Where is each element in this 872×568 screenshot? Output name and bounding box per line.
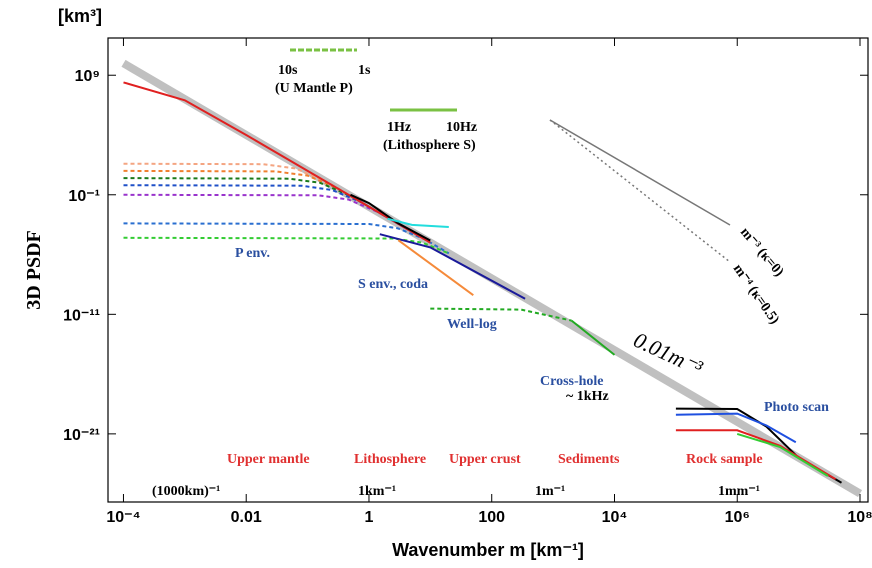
- unit-label: [km³]: [58, 6, 102, 26]
- annotation: Upper crust: [449, 452, 521, 467]
- y-axis-label: 3D PSDF: [23, 230, 45, 309]
- series-line: [736, 432, 829, 477]
- series-line: [675, 412, 797, 444]
- series-line: [123, 162, 399, 225]
- y-tick-label: 10⁹: [75, 68, 100, 85]
- series-line: [123, 236, 450, 255]
- annotation: Well-log: [447, 317, 497, 332]
- annotation: 1km⁻¹: [358, 484, 396, 499]
- series-line: [570, 319, 616, 356]
- y-tick-label: 10⁻²¹: [63, 427, 100, 444]
- series-line: [350, 193, 431, 242]
- x-axis-label: Wavenumber m [km⁻¹]: [392, 540, 584, 560]
- series-line: [123, 81, 431, 244]
- series-line: [397, 239, 474, 297]
- annotation: 1m⁻¹: [535, 484, 565, 499]
- series-line: [123, 193, 431, 244]
- annotation: 1Hz: [387, 120, 411, 135]
- x-tick-label: 10⁸: [847, 509, 872, 526]
- annotation: 10s: [278, 63, 298, 78]
- x-tick-label: 0.01: [231, 509, 262, 526]
- slope-guide: [549, 119, 731, 263]
- annotation: Photo scan: [764, 400, 829, 415]
- annotation: P env.: [235, 246, 270, 261]
- x-tick-label: 1: [365, 509, 374, 526]
- plot-frame: [107, 37, 869, 503]
- y-tick-label: 10⁻¹: [68, 188, 100, 205]
- series-line: [430, 307, 572, 322]
- annotation: ~ 1kHz: [566, 389, 609, 404]
- annotation: Upper mantle: [227, 452, 310, 467]
- annotation: S env., coda: [358, 277, 428, 292]
- annotation: 1mm⁻¹: [718, 484, 760, 499]
- slope-guide: [549, 119, 731, 226]
- annotation: 10Hz: [446, 120, 477, 135]
- annotation: (1000km)⁻¹: [152, 484, 220, 499]
- x-tick-label: 10⁴: [602, 509, 628, 526]
- x-tick-label: 10⁻⁴: [106, 509, 140, 526]
- x-tick-label: 100: [478, 509, 505, 526]
- annotation: 1s: [358, 63, 371, 78]
- annotation: 0.01m⁻³: [630, 327, 707, 381]
- annotation: Rock sample: [686, 452, 763, 467]
- annotation: Cross-hole: [540, 374, 604, 389]
- series-line: [379, 233, 526, 300]
- annotation: Sediments: [558, 452, 620, 467]
- series-line: [387, 217, 449, 228]
- annotation: (Lithosphere S): [383, 138, 476, 153]
- x-tick-label: 10⁶: [725, 509, 750, 526]
- annotation: (U Mantle P): [275, 81, 353, 96]
- series-line: [123, 222, 450, 255]
- plot-area: [121, 59, 863, 498]
- annotation: Lithosphere: [354, 452, 426, 467]
- series-line: [675, 429, 837, 481]
- y-tick-label: 10⁻¹¹: [63, 307, 100, 324]
